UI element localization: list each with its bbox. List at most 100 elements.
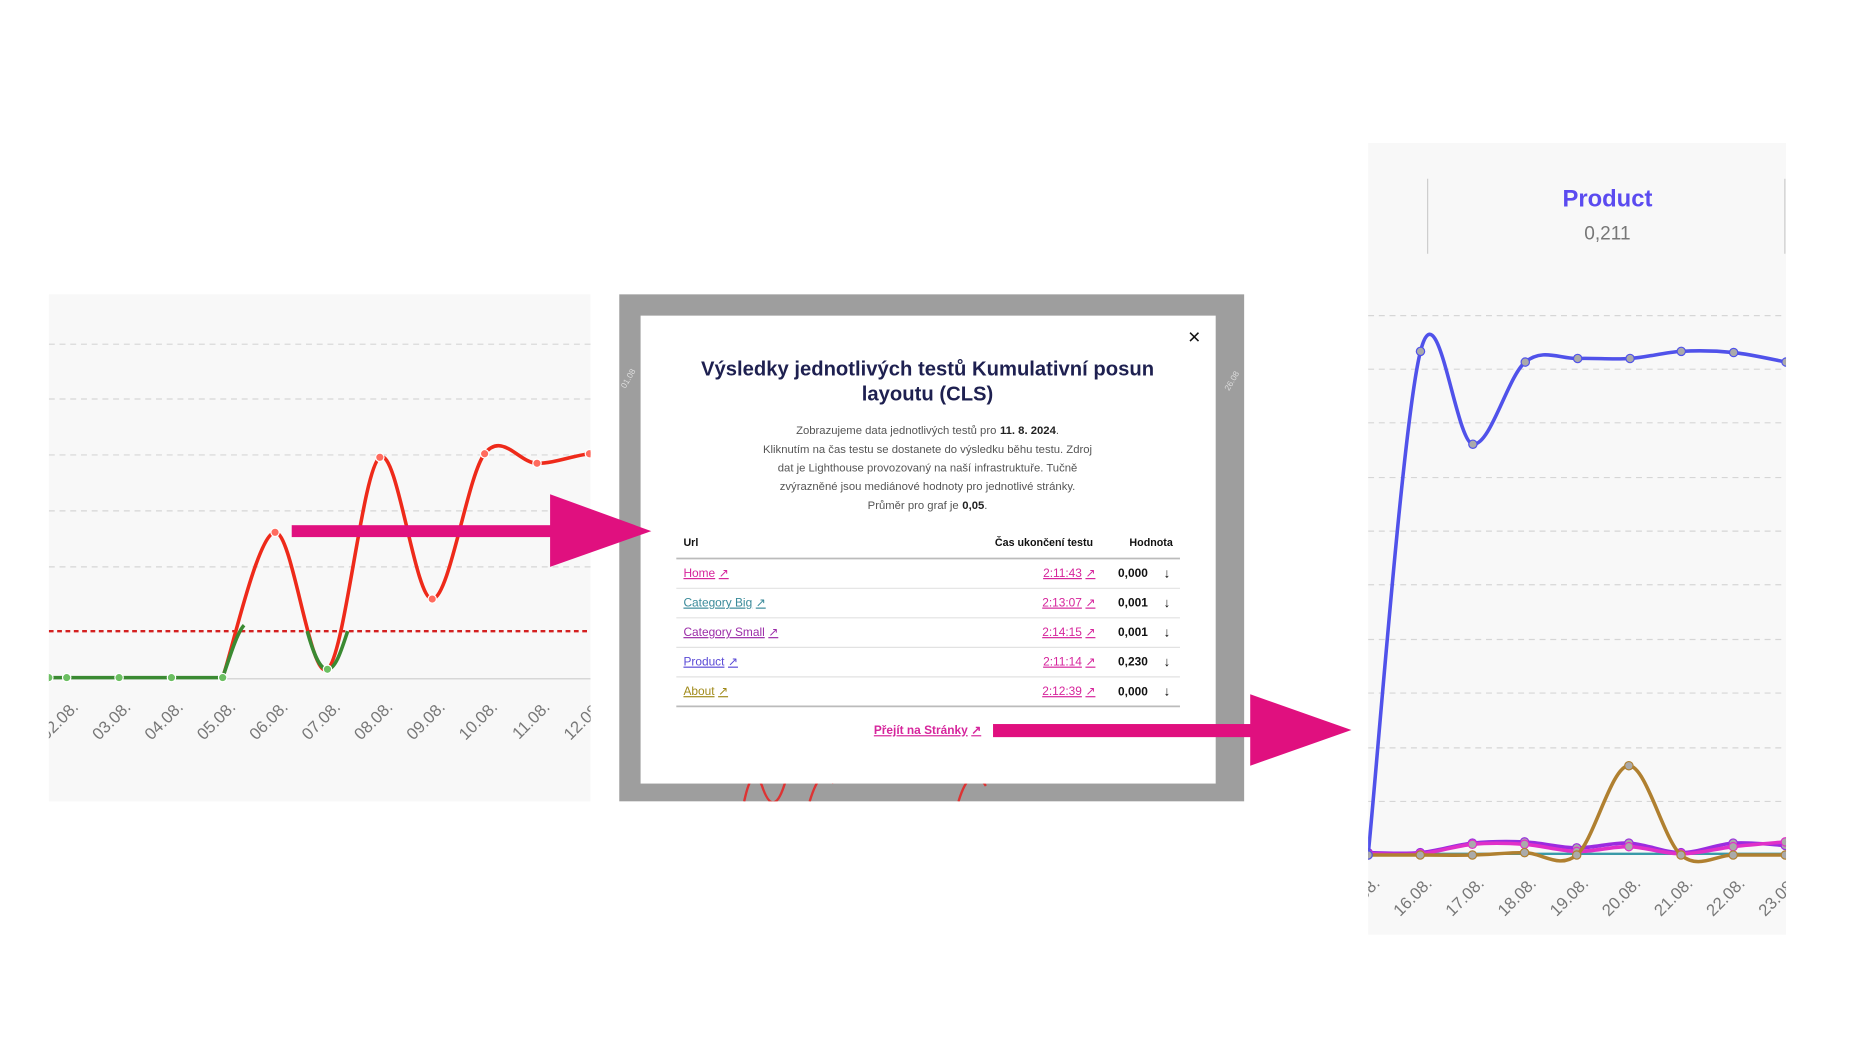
sort-icon[interactable]: ↓: [1164, 625, 1171, 640]
point: [1676, 346, 1687, 357]
point: [1728, 850, 1738, 860]
text-part: 0,05: [962, 500, 984, 512]
point: [1728, 347, 1739, 358]
row-url-link[interactable]: Category Big ↗: [683, 596, 765, 610]
point: [114, 672, 124, 683]
modal-title: layoutu (CLS): [862, 384, 994, 406]
link-icon: ↗: [1085, 566, 1095, 580]
point: [1415, 346, 1426, 357]
text-part: Kliknutím na čas testu se dostanete do v…: [763, 444, 1092, 456]
arrows: [291, 494, 1352, 766]
row-value: 0,001: [1118, 596, 1148, 610]
link-icon: ↗: [756, 596, 766, 610]
point: [1781, 357, 1787, 367]
link-text: Product: [683, 655, 725, 669]
row-value: 0,001: [1118, 625, 1148, 639]
footer-link[interactable]: Přejít na Stránky ↗: [874, 723, 981, 737]
text-part: zvýrazněné jsou mediánové hodnoty pro je…: [780, 481, 1076, 493]
arrow: [291, 525, 554, 538]
link-text: Přejít na Stránky: [874, 723, 968, 737]
arrow-head: [1250, 694, 1352, 766]
point: [1780, 837, 1787, 847]
point: [217, 672, 228, 683]
sort-icon[interactable]: ↓: [1164, 684, 1171, 699]
panel-title: Product: [1562, 185, 1652, 212]
row-time-link[interactable]: 2:11:14 ↗: [1043, 655, 1095, 669]
sort-icon[interactable]: ↓: [1164, 654, 1171, 669]
description: Průměr pro graf je 0,05.: [868, 500, 988, 512]
description: Zobrazujeme data jednotlivých testů pro 1…: [796, 425, 1059, 437]
point: [1415, 850, 1426, 860]
row-value: 0,000: [1118, 566, 1148, 580]
link-text: Category Big: [683, 596, 752, 610]
point: [1624, 841, 1634, 852]
arrow: [993, 724, 1255, 738]
row-time-link[interactable]: 2:12:39 ↗: [1042, 684, 1095, 698]
link-text: 2:14:15: [1042, 625, 1082, 639]
panel: [48, 294, 591, 802]
series-line: [1368, 763, 1786, 864]
point: [375, 452, 385, 463]
link-text: About: [683, 684, 715, 698]
series-line: [1368, 332, 1787, 856]
link-icon: ↗: [718, 684, 728, 698]
link-text: 2:12:39: [1042, 684, 1082, 698]
link-icon: ↗: [768, 625, 778, 639]
description: zvýrazněné jsou mediánové hodnoty pro je…: [780, 481, 1076, 493]
row-url-link[interactable]: Category Small ↗: [683, 625, 778, 639]
point: [322, 664, 333, 675]
link-icon: ↗: [728, 655, 738, 669]
sort-icon[interactable]: ↓: [1164, 595, 1171, 610]
row-time-link[interactable]: 2:11:43 ↗: [1043, 566, 1095, 580]
point: [1468, 439, 1478, 449]
link-icon: ↗: [971, 723, 981, 737]
link-text: Home: [683, 566, 715, 580]
row-url-link[interactable]: Home ↗: [683, 566, 728, 580]
modal-title: Výsledky jednotlivých testů Kumulativní …: [701, 359, 1154, 381]
point: [427, 594, 437, 604]
text-part: .: [984, 500, 987, 512]
row-value: 0,230: [1118, 655, 1148, 669]
link-text: 2:13:07: [1042, 596, 1082, 610]
row-url-link[interactable]: Product ↗: [683, 655, 738, 669]
point: [1467, 839, 1478, 850]
point: [1519, 847, 1530, 858]
row-url-link[interactable]: About ↗: [683, 684, 728, 698]
link-icon: ↗: [719, 566, 729, 580]
point: [1625, 353, 1635, 364]
close-button[interactable]: ×: [1188, 325, 1201, 349]
point: [1368, 850, 1373, 860]
point: [479, 448, 490, 459]
link-icon: ↗: [1085, 655, 1095, 669]
link-text: Category Small: [683, 625, 764, 639]
point: [1572, 353, 1583, 364]
link-text: 2:11:14: [1043, 655, 1082, 669]
point: [1780, 850, 1787, 860]
modal-content: × Výsledky jednotlivých testů Kumulativní…: [676, 325, 1201, 737]
point: [1467, 850, 1478, 860]
row-time-link[interactable]: 2:13:07 ↗: [1042, 596, 1095, 610]
point: [1624, 760, 1634, 771]
point: [48, 672, 54, 683]
panel-value: 0,211: [1584, 224, 1630, 245]
link-icon: ↗: [1085, 684, 1095, 698]
row-time-link[interactable]: 2:14:15 ↗: [1042, 625, 1095, 639]
row-value: 0,000: [1118, 684, 1148, 698]
link-icon: ↗: [1085, 625, 1095, 639]
table-header: Url: [683, 537, 698, 549]
point: [1520, 357, 1531, 367]
point: [584, 448, 591, 459]
point: [166, 672, 177, 683]
panel: [1368, 142, 1787, 935]
link-text: 2:11:43: [1043, 566, 1082, 580]
point: [1519, 839, 1530, 850]
text-part: 11. 8. 2024: [1000, 425, 1057, 437]
point: [1676, 850, 1686, 860]
description: dat je Lighthouse provozovaný na naší in…: [778, 463, 1078, 475]
table-header: Hodnota: [1129, 537, 1173, 549]
sort-icon[interactable]: ↓: [1164, 565, 1171, 580]
point: [61, 672, 72, 683]
table-header: Čas ukončení testu: [995, 536, 1093, 549]
point: [1571, 850, 1582, 860]
